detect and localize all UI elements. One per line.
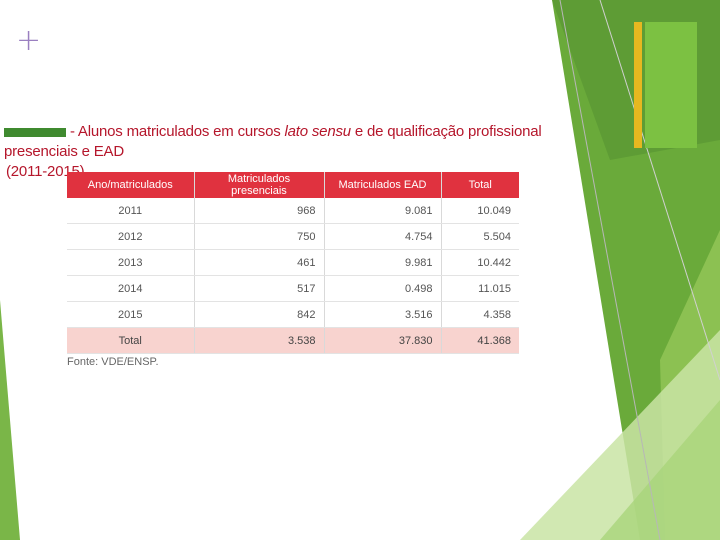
- cell-year: 2014: [67, 275, 194, 302]
- header-ead: Matriculados EAD: [323, 172, 441, 198]
- header-year: Ano/matriculados: [67, 172, 194, 198]
- cell-ead: 3.516: [323, 301, 441, 328]
- green-bottom-triangle: [600, 400, 720, 540]
- cell-year: 2013: [67, 249, 194, 276]
- table-header-row: Ano/matriculados Matriculados presenciai…: [67, 172, 519, 198]
- cell-ead: 9.081: [323, 198, 441, 224]
- green-stripe: [645, 22, 697, 148]
- cell-presential: 842: [193, 301, 324, 328]
- left-green-triangle: [0, 300, 20, 540]
- cell-year: 2015: [67, 301, 194, 328]
- table-caption: - Alunos matriculados em cursos lato sen…: [4, 122, 604, 182]
- diagonal-line: [559, 0, 661, 540]
- cell-total: 4.358: [440, 301, 519, 328]
- cell-presential: 750: [193, 223, 324, 250]
- cell-total: 10.049: [440, 198, 519, 224]
- table-total-row: Total 3.538 37.830 41.368: [67, 327, 519, 354]
- diagonal-line-2: [599, 0, 720, 381]
- cell-presential: 968: [193, 198, 324, 224]
- cell-total: 11.015: [440, 275, 519, 302]
- table-row: 2013 461 9.981 10.442: [67, 249, 519, 276]
- cell-total-sum: 41.368: [440, 327, 519, 354]
- cell-total: 5.504: [440, 223, 519, 250]
- caption-prefix: - Alunos matriculados em cursos: [70, 123, 285, 140]
- table-row: 2015 842 3.516 4.358: [67, 301, 519, 328]
- cell-total-presential: 3.538: [193, 327, 324, 354]
- enrollment-table: Ano/matriculados Matriculados presenciai…: [67, 172, 519, 354]
- source-note: Fonte: VDE/ENSP.: [67, 356, 159, 368]
- caption-italic: lato sensu: [284, 123, 352, 140]
- header-total: Total: [440, 172, 519, 198]
- cell-presential: 517: [193, 275, 324, 302]
- table-row: 2012 750 4.754 5.504: [67, 223, 519, 250]
- cell-total-ead: 37.830: [323, 327, 441, 354]
- caption-title: - Alunos matriculados em cursos lato sen…: [4, 123, 542, 160]
- yellow-stripe: [634, 22, 642, 148]
- cell-ead: 4.754: [323, 223, 441, 250]
- cell-presential: 461: [193, 249, 324, 276]
- cell-year: 2012: [67, 223, 194, 250]
- header-presential: Matriculados presenciais: [193, 172, 324, 198]
- plus-icon: +: [16, 23, 42, 58]
- table-row: 2014 517 0.498 11.015: [67, 275, 519, 302]
- cell-year: 2011: [67, 198, 194, 224]
- cell-ead: 0.498: [323, 275, 441, 302]
- table-row: 2011 968 9.081 10.049: [67, 198, 519, 224]
- cell-total: 10.442: [440, 249, 519, 276]
- cell-total-label: Total: [67, 327, 194, 354]
- caption-period: (2011-2015): [6, 163, 85, 180]
- caption-suffix: e de qualificação profissional presencia…: [4, 123, 542, 160]
- caption-marker: [4, 127, 66, 137]
- cell-ead: 9.981: [323, 249, 441, 276]
